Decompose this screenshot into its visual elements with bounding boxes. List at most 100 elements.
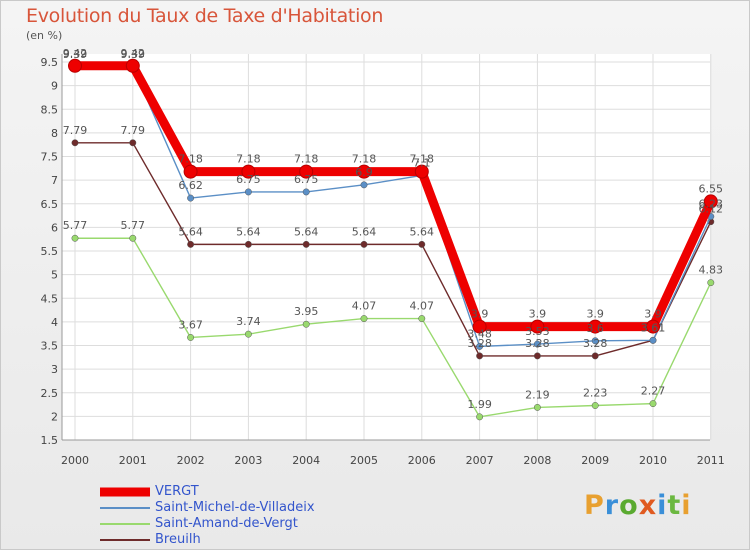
logo-letter: i xyxy=(681,490,692,521)
data-point xyxy=(241,164,256,179)
legend-label-saint-michel: Saint-Michel-de-Villadeix xyxy=(155,500,315,515)
data-label: 6.9 xyxy=(355,166,373,179)
data-label: 6.55 xyxy=(699,182,724,195)
data-point xyxy=(476,352,484,360)
data-point xyxy=(472,319,487,334)
data-point xyxy=(533,403,541,411)
data-label: 5.64 xyxy=(178,225,203,238)
data-point xyxy=(418,240,426,248)
data-label: 5.64 xyxy=(352,225,377,238)
data-label: 3.61 xyxy=(641,321,666,334)
y-tick-label: 3 xyxy=(51,363,58,376)
logo-letter: x xyxy=(638,490,658,521)
y-tick-label: 2.5 xyxy=(41,387,59,400)
y-tick-label: 8.5 xyxy=(41,103,59,116)
x-tick-label: 2001 xyxy=(119,454,147,467)
series-1 xyxy=(71,63,715,350)
x-tick-label: 2010 xyxy=(639,454,667,467)
data-point xyxy=(357,164,371,179)
data-point xyxy=(183,164,198,179)
data-label: 3.28 xyxy=(525,337,550,350)
data-label: 6.23 xyxy=(699,198,724,211)
data-point xyxy=(71,139,79,147)
data-label: 6.62 xyxy=(178,179,203,192)
x-tick-label: 2011 xyxy=(697,454,725,467)
data-point xyxy=(649,400,657,408)
legend-swatch-vergt xyxy=(100,487,150,497)
axes: 1.5 2 2.5 3 3.5 4 4.5 5 5.5 6 6.5 7 7.5 8 8.5 9 9.5 2000 2… xyxy=(41,54,725,467)
data-labels: 5.77 5.77 3.67 3.74 3.95 4.07 4.07 1.99 2.19 2.23… xyxy=(63,47,723,411)
y-tick-label: 4 xyxy=(51,316,58,329)
data-label: 3.95 xyxy=(294,305,319,318)
y-tick-label: 9.5 xyxy=(41,56,59,69)
data-point xyxy=(533,352,541,360)
data-label: 6.75 xyxy=(294,173,319,186)
x-tick-label: 2000 xyxy=(61,454,89,467)
y-tick-label: 5.5 xyxy=(41,245,59,258)
data-point xyxy=(703,194,718,209)
data-point xyxy=(414,164,429,179)
data-label: 1.99 xyxy=(467,398,492,411)
series-line xyxy=(74,237,712,418)
data-point xyxy=(476,342,484,350)
series-0 xyxy=(68,58,718,334)
data-label: 7.18 xyxy=(236,153,261,166)
data-label: 7.79 xyxy=(121,124,146,137)
logo-letter: P xyxy=(584,490,605,521)
data-point xyxy=(646,319,660,334)
y-tick-label: 3.5 xyxy=(41,340,59,353)
logo-letter: o xyxy=(619,490,639,521)
data-label: 5.77 xyxy=(63,219,88,232)
data-label: 3.6 xyxy=(586,322,604,335)
data-label: 3.67 xyxy=(178,318,203,331)
data-label: 3.9 xyxy=(644,308,662,321)
data-point xyxy=(244,240,252,248)
data-point xyxy=(302,240,310,248)
series-line xyxy=(70,61,716,332)
data-label: 3.53 xyxy=(525,325,550,338)
data-point xyxy=(125,58,140,73)
data-label: 5.64 xyxy=(410,225,435,238)
data-label: 9.42 xyxy=(121,47,146,60)
data-point xyxy=(244,330,252,338)
data-point xyxy=(68,58,82,73)
data-point xyxy=(649,336,657,344)
series-line xyxy=(74,66,712,348)
data-label: 7.18 xyxy=(178,153,203,166)
data-label: 5.64 xyxy=(294,225,319,238)
y-tick-label: 4.5 xyxy=(41,292,59,305)
data-label: 6.12 xyxy=(699,203,724,216)
data-label: 3.9 xyxy=(529,308,547,321)
legend-label-saint-amand: Saint-Amand-de-Vergt xyxy=(155,516,298,531)
data-label: 3.28 xyxy=(583,337,608,350)
data-point xyxy=(129,139,137,147)
x-tick-label: 2002 xyxy=(177,454,205,467)
data-label: 7.18 xyxy=(410,153,435,166)
y-unit-label: (en %) xyxy=(26,29,63,42)
y-tick-label: 7 xyxy=(51,174,58,187)
proxiti-logo: Proxiti xyxy=(584,490,692,521)
x-tick-label: 2004 xyxy=(292,454,320,467)
legend-swatch-breuilh xyxy=(100,539,150,541)
y-tick-label: 6.5 xyxy=(41,198,59,211)
data-point xyxy=(360,240,368,248)
data-label: 5.77 xyxy=(121,219,146,232)
data-point xyxy=(299,164,314,179)
data-point xyxy=(187,334,195,341)
data-point xyxy=(591,337,599,345)
logo-letter: i xyxy=(657,490,668,521)
x-tick-label: 2005 xyxy=(350,454,378,467)
y-tick-label: 6 xyxy=(51,221,58,234)
data-point xyxy=(476,413,484,421)
data-label: 3.74 xyxy=(236,315,261,328)
data-label: 7.18 xyxy=(294,153,319,166)
data-label: 3.28 xyxy=(467,337,492,350)
data-label: 6.75 xyxy=(236,173,261,186)
y-tick-label: 9 xyxy=(51,80,58,93)
data-point xyxy=(129,234,137,242)
x-tick-label: 2008 xyxy=(523,454,551,467)
data-label: 4.07 xyxy=(352,300,377,313)
data-point xyxy=(360,315,368,323)
legend-swatch-saint-michel xyxy=(100,507,150,509)
